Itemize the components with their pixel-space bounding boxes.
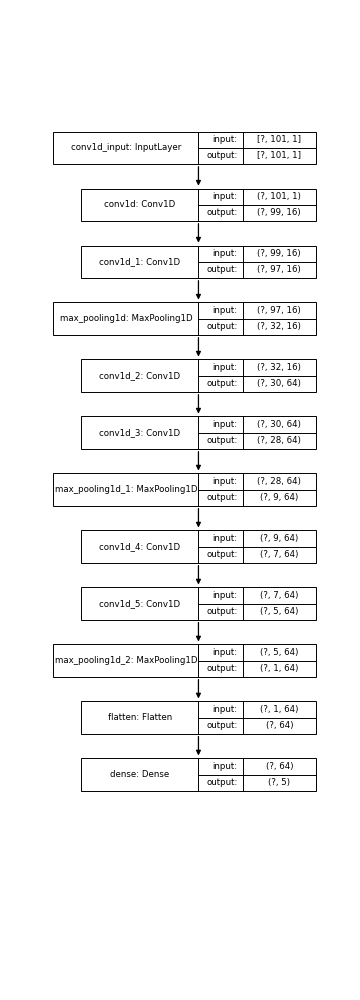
Text: output:: output: [206,208,238,217]
Text: (?, 101, 1): (?, 101, 1) [257,192,301,201]
Text: output:: output: [206,493,238,502]
Text: output:: output: [206,778,238,787]
Text: output:: output: [206,436,238,445]
Text: (?, 97, 16): (?, 97, 16) [257,265,301,274]
Text: max_pooling1d_2: MaxPooling1D: max_pooling1d_2: MaxPooling1D [55,656,197,665]
Text: input:: input: [212,534,238,543]
Text: output:: output: [206,379,238,388]
Text: (?, 28, 64): (?, 28, 64) [257,477,301,486]
Bar [53,473,316,506]
Text: input:: input: [212,249,238,258]
Text: output:: output: [206,322,238,331]
Text: (?, 32, 16): (?, 32, 16) [257,363,301,372]
Bar [81,758,316,791]
Text: conv1d_3: Conv1D: conv1d_3: Conv1D [99,428,180,437]
Bar [53,132,316,164]
Bar [81,530,316,563]
Text: input:: input: [212,363,238,372]
Text: output:: output: [206,721,238,730]
Text: conv1d_4: Conv1D: conv1d_4: Conv1D [99,542,180,551]
Text: conv1d_1: Conv1D: conv1d_1: Conv1D [99,257,180,266]
Text: (?, 64): (?, 64) [266,762,293,771]
Text: [?, 101, 1]: [?, 101, 1] [257,151,301,160]
Text: input:: input: [212,591,238,600]
Bar [53,302,316,335]
Text: (?, 1, 64): (?, 1, 64) [260,664,298,673]
Text: output:: output: [206,664,238,673]
Text: flatten: Flatten: flatten: Flatten [108,713,172,722]
Text: input:: input: [212,192,238,201]
Text: (?, 99, 16): (?, 99, 16) [257,208,301,217]
Text: (?, 7, 64): (?, 7, 64) [260,591,298,600]
Text: (?, 97, 16): (?, 97, 16) [257,306,301,315]
Text: (?, 5): (?, 5) [268,778,290,787]
Text: input:: input: [212,477,238,486]
Bar [81,416,316,449]
Text: input:: input: [212,762,238,771]
Text: (?, 5, 64): (?, 5, 64) [260,607,298,616]
Text: input:: input: [212,705,238,714]
Text: (?, 5, 64): (?, 5, 64) [260,648,298,657]
Bar [81,189,316,221]
Text: conv1d: Conv1D: conv1d: Conv1D [104,200,175,209]
Bar [81,701,316,734]
Text: (?, 30, 64): (?, 30, 64) [257,379,301,388]
Text: output:: output: [206,550,238,559]
Text: output:: output: [206,265,238,274]
Text: max_pooling1d_1: MaxPooling1D: max_pooling1d_1: MaxPooling1D [55,485,197,494]
Text: (?, 9, 64): (?, 9, 64) [260,534,298,543]
Text: conv1d_5: Conv1D: conv1d_5: Conv1D [99,599,180,608]
Text: input:: input: [212,420,238,429]
Text: (?, 7, 64): (?, 7, 64) [260,550,298,559]
Text: (?, 99, 16): (?, 99, 16) [257,249,301,258]
Bar [81,359,316,392]
Text: (?, 1, 64): (?, 1, 64) [260,705,298,714]
Text: (?, 32, 16): (?, 32, 16) [257,322,301,331]
Bar [53,644,316,677]
Text: max_pooling1d: MaxPooling1D: max_pooling1d: MaxPooling1D [60,314,192,323]
Text: input:: input: [212,648,238,657]
Text: input:: input: [212,135,238,144]
Bar [81,246,316,278]
Text: (?, 64): (?, 64) [266,721,293,730]
Text: conv1d_input: InputLayer: conv1d_input: InputLayer [71,143,181,152]
Text: output:: output: [206,607,238,616]
Text: (?, 9, 64): (?, 9, 64) [260,493,298,502]
Text: dense: Dense: dense: Dense [110,770,170,779]
Text: (?, 30, 64): (?, 30, 64) [257,420,301,429]
Text: (?, 28, 64): (?, 28, 64) [257,436,301,445]
Text: input:: input: [212,306,238,315]
Bar [81,587,316,620]
Text: output:: output: [206,151,238,160]
Text: conv1d_2: Conv1D: conv1d_2: Conv1D [99,371,180,380]
Text: [?, 101, 1]: [?, 101, 1] [257,135,301,144]
